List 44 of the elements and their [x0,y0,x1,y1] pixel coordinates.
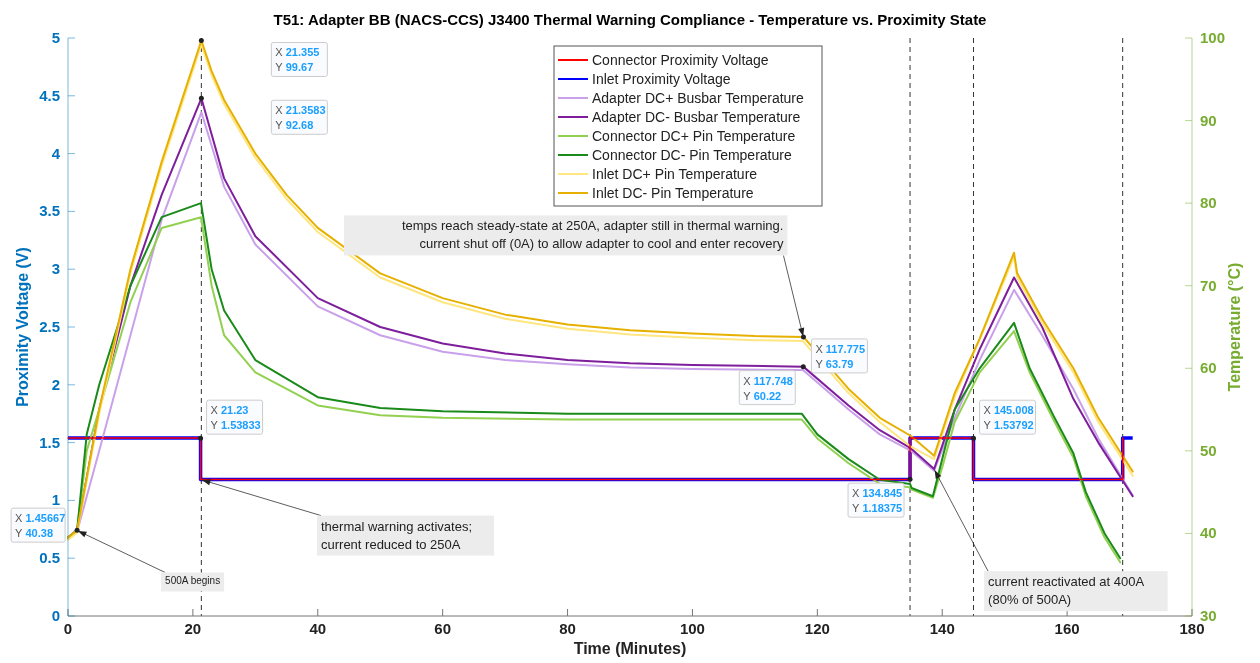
legend-label: Inlet DC- Pin Temperature [592,185,754,201]
y-tick-label: 0 [51,607,60,624]
y2-tick-label: 60 [1200,359,1217,377]
y-tick-label: 4 [51,144,61,162]
y-tick-label: 3 [51,260,60,278]
y-tick-label: 2.5 [39,318,60,335]
annotation: X 21.355 Y 99.67 [275,46,320,74]
y2-tick-label: 100 [1200,29,1226,46]
annotation: thermal warning activates; current reduced to 250A [321,518,473,552]
x-axis-title: Time (Minutes) [573,640,687,657]
y2-tick-label: 70 [1200,276,1217,294]
y2-tick-label: 90 [1200,111,1217,129]
y-tick-label: 2 [51,375,60,393]
x-tick-label: 100 [679,620,705,637]
legend-label: Adapter DC- Busbar Temperature [592,109,801,125]
y-tick-label: 3.5 [39,202,60,220]
x-tick-label: 120 [804,620,830,637]
x-tick-label: 20 [184,620,202,637]
y2-axis-title: Temperature (°C) [1226,262,1243,392]
legend-label: Inlet Proximity Voltage [592,71,731,87]
y2-tick-label: 50 [1200,441,1217,459]
y-tick-label: 4.5 [39,86,60,104]
x-tick-label: 140 [929,620,955,637]
x-tick-label: 0 [63,620,73,637]
y2-tick-label: 80 [1200,194,1217,212]
y-axis-title: Proximity Voltage (V) [14,247,31,407]
chart-title: T51: Adapter BB (NACS-CCS) J3400 Thermal Warning Compliance - Temperature vs. Proximity State [273,11,987,28]
x-tick-label: 40 [309,620,327,637]
legend-label: Connector Proximity Voltage [592,52,769,68]
legend-label: Adapter DC+ Busbar Temperature [592,90,805,106]
x-tick-label: 80 [559,620,576,637]
y-tick-label: 0.5 [39,549,60,567]
legend-label: Inlet DC+ Pin Temperature [592,166,758,182]
y-tick-label: 1.5 [39,433,60,451]
legend-label: Connector DC+ Pin Temperature [592,128,796,144]
annotation: temps reach steady-state at 250A, adapter still in thermal warning. current shut off (0A) to allow adapter to cool and enter recovery [401,218,784,252]
y-tick-label: 1 [51,491,60,509]
annotation: 500A begins [165,575,221,587]
y-tick-label: 5 [51,29,60,46]
legend-label: Connector DC- Pin Temperature [592,147,792,163]
x-tick-label: 160 [1054,620,1080,637]
x-tick-label: 60 [434,620,452,637]
annotation: current reactivated at 400A (80% of 500A) [988,574,1145,608]
y2-tick-label: 40 [1200,524,1217,542]
